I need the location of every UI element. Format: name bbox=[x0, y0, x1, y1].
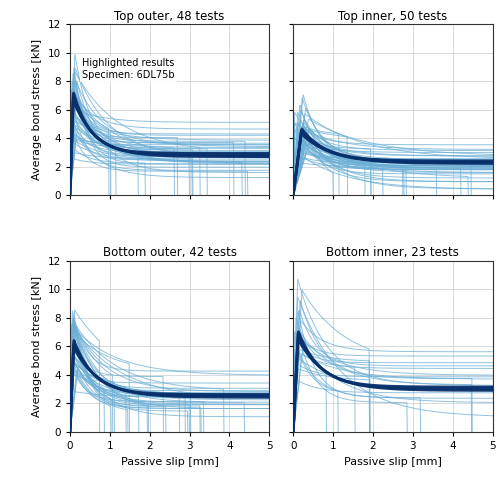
Text: Highlighted results
Specimen: 6DL75b: Highlighted results Specimen: 6DL75b bbox=[82, 58, 174, 80]
Y-axis label: Average bond stress [kN]: Average bond stress [kN] bbox=[32, 39, 42, 180]
Title: Top inner, 50 tests: Top inner, 50 tests bbox=[338, 10, 448, 23]
Title: Bottom inner, 23 tests: Bottom inner, 23 tests bbox=[326, 246, 460, 259]
Y-axis label: Average bond stress [kN]: Average bond stress [kN] bbox=[32, 276, 42, 417]
Title: Top outer, 48 tests: Top outer, 48 tests bbox=[114, 10, 225, 23]
X-axis label: Passive slip [mm]: Passive slip [mm] bbox=[344, 456, 442, 467]
Title: Bottom outer, 42 tests: Bottom outer, 42 tests bbox=[102, 246, 236, 259]
X-axis label: Passive slip [mm]: Passive slip [mm] bbox=[120, 456, 218, 467]
